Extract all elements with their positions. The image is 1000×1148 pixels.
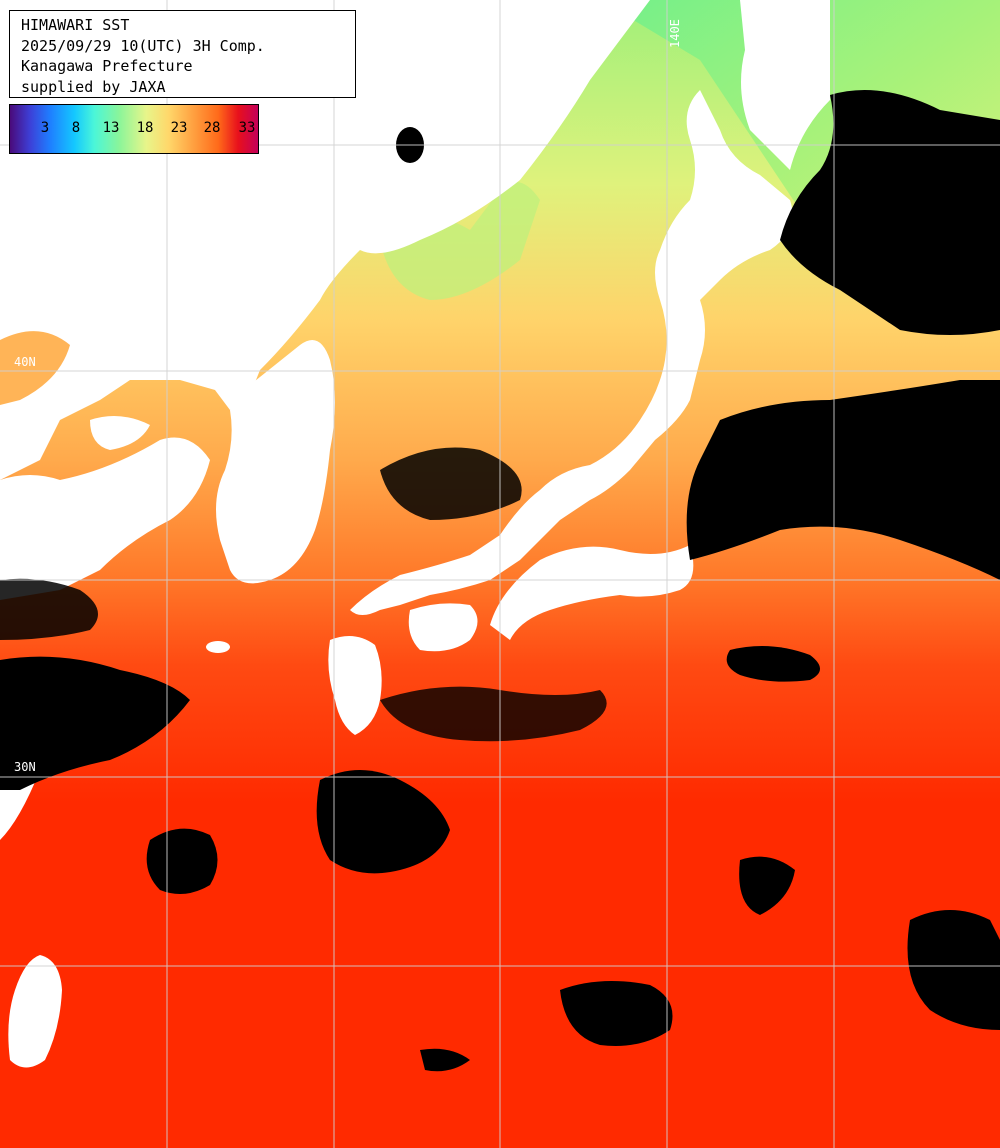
cloud-east-south <box>739 856 795 915</box>
map-credit: supplied by JAXA <box>21 77 166 96</box>
land-sado <box>678 254 698 270</box>
land-liaodong <box>0 331 70 405</box>
legend-tick-label: 23 <box>170 120 188 136</box>
cloud-east-mid <box>726 646 820 682</box>
legend-tick-label: 28 <box>203 120 221 136</box>
land-hokkaido <box>740 0 830 170</box>
land-shandong <box>90 416 150 450</box>
land-taiwan <box>8 955 63 1068</box>
legend-ticks: 3 8 13 18 23 28 33 <box>10 120 258 140</box>
cloud-south-kyushu <box>316 770 450 874</box>
cloud-southwest <box>146 828 218 894</box>
cloud-southeast <box>907 910 1000 1030</box>
cloud-japan-south-coast <box>380 686 607 742</box>
map-info-box: HIMAWARI SST 2025/09/29 10(UTC) 3H Comp.… <box>9 10 356 98</box>
cloud-east-china-sea <box>0 656 190 790</box>
legend-tick-label: 18 <box>136 120 154 136</box>
cloud-korea-strait <box>380 447 522 520</box>
cloud-south-small <box>420 1048 470 1072</box>
land-china-coast <box>0 437 210 600</box>
lat-label-30n: 30N <box>14 760 36 774</box>
cloud-south-center <box>560 981 673 1046</box>
lat-label-40n: 40N <box>14 355 36 369</box>
legend-tick-label: 13 <box>102 120 120 136</box>
land-honshu <box>350 90 793 615</box>
cloud-west-china-sea <box>0 578 98 640</box>
land-korean-peninsula <box>216 340 335 584</box>
land-shikoku <box>408 603 478 652</box>
map-region: Kanagawa Prefecture <box>21 57 193 75</box>
legend-tick-label: 3 <box>40 120 50 136</box>
cloud-north-pacific <box>780 90 1000 335</box>
legend-tick-label: 33 <box>238 120 256 136</box>
cloud-east-japan <box>686 380 1000 580</box>
temperature-legend: 3 8 13 18 23 28 33 <box>9 104 259 154</box>
map-datetime: 2025/09/29 10(UTC) 3H Comp. <box>21 36 265 55</box>
lon-label-140e: 140E <box>668 19 682 48</box>
land-jeju <box>206 641 230 653</box>
legend-tick-label: 8 <box>71 120 81 136</box>
land-kanto-tokai <box>490 545 694 640</box>
map-title: HIMAWARI SST <box>21 16 130 34</box>
land-kyushu <box>328 636 382 735</box>
